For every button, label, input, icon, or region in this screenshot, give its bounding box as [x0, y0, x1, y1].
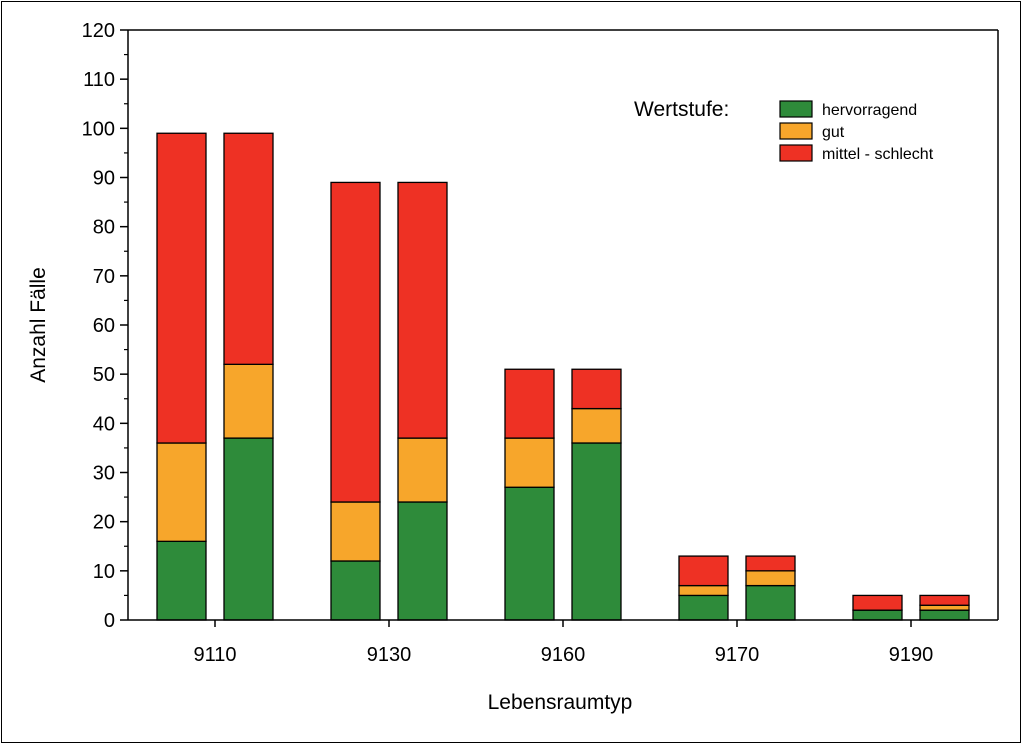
- bar-segment: [571, 442, 622, 621]
- y-tick-label: 50: [93, 364, 115, 386]
- bar-segment: [571, 368, 622, 410]
- x-ticks: 9110 9130 9160 9170 9190: [193, 620, 933, 666]
- bar-segment: [919, 609, 970, 621]
- bar-segment: [156, 540, 207, 621]
- x-tick-label: 9170: [715, 644, 760, 666]
- bar-segment: [745, 570, 796, 587]
- bar-segment: [156, 132, 207, 444]
- legend-label: hervorragend: [822, 102, 917, 119]
- legend: Wertstufe: hervorragend gut mittel - schle…: [634, 98, 934, 163]
- bar-segment: [504, 368, 555, 439]
- bar-segment: [504, 437, 555, 488]
- x-tick-label: 9130: [367, 644, 412, 666]
- bar-segment: [571, 407, 622, 444]
- bar-segment: [223, 363, 274, 439]
- y-tick-label: 110: [83, 69, 115, 91]
- bars-layer: [156, 132, 970, 621]
- y-ticks: 0 10 20 30 40 50 60 70 80 90 100 110 120: [82, 20, 128, 632]
- legend-swatch: [779, 144, 813, 162]
- bar-segment: [156, 442, 207, 542]
- x-tick-label: 9110: [193, 644, 236, 666]
- y-tick-label: 100: [82, 118, 115, 140]
- x-tick-label: 9160: [541, 644, 586, 666]
- y-tick-label: 20: [93, 512, 115, 534]
- legend-label: mittel - schlecht: [822, 146, 934, 163]
- y-tick-label: 30: [93, 463, 115, 485]
- bar-segment: [678, 584, 729, 597]
- bar-segment: [678, 594, 729, 621]
- legend-label: gut: [822, 124, 845, 141]
- bar-segment: [504, 486, 555, 621]
- bar-segment: [678, 555, 729, 587]
- legend-swatch: [779, 122, 813, 140]
- y-axis-title: Anzahl Fälle: [27, 267, 50, 383]
- y-tick-label: 70: [93, 266, 115, 288]
- y-tick-label: 80: [93, 217, 115, 239]
- bar-segment: [919, 594, 970, 606]
- bar-segment: [223, 132, 274, 365]
- legend-title: Wertstufe:: [634, 98, 729, 121]
- x-axis-title: Lebensraumtyp: [488, 691, 633, 714]
- y-tick-label: 60: [93, 315, 115, 337]
- bar-segment: [330, 181, 381, 503]
- bar-segment: [852, 594, 903, 611]
- y-tick-label: 90: [93, 168, 115, 190]
- bar-segment: [397, 501, 448, 621]
- bar-segment: [745, 555, 796, 572]
- bar-segment: [745, 584, 796, 621]
- x-tick-label: 9190: [889, 644, 934, 666]
- y-tick-label: 40: [93, 413, 115, 435]
- legend-swatch: [779, 100, 813, 118]
- bar-segment: [852, 609, 903, 621]
- bar-segment: [330, 501, 381, 562]
- y-tick-label: 0: [104, 610, 115, 632]
- bar-segment: [919, 604, 970, 611]
- bar-segment: [397, 181, 448, 439]
- bar-segment: [223, 437, 274, 621]
- bar-segment: [330, 560, 381, 621]
- y-tick-label: 10: [93, 561, 115, 583]
- y-tick-label: 120: [82, 20, 115, 42]
- bar-segment: [397, 437, 448, 503]
